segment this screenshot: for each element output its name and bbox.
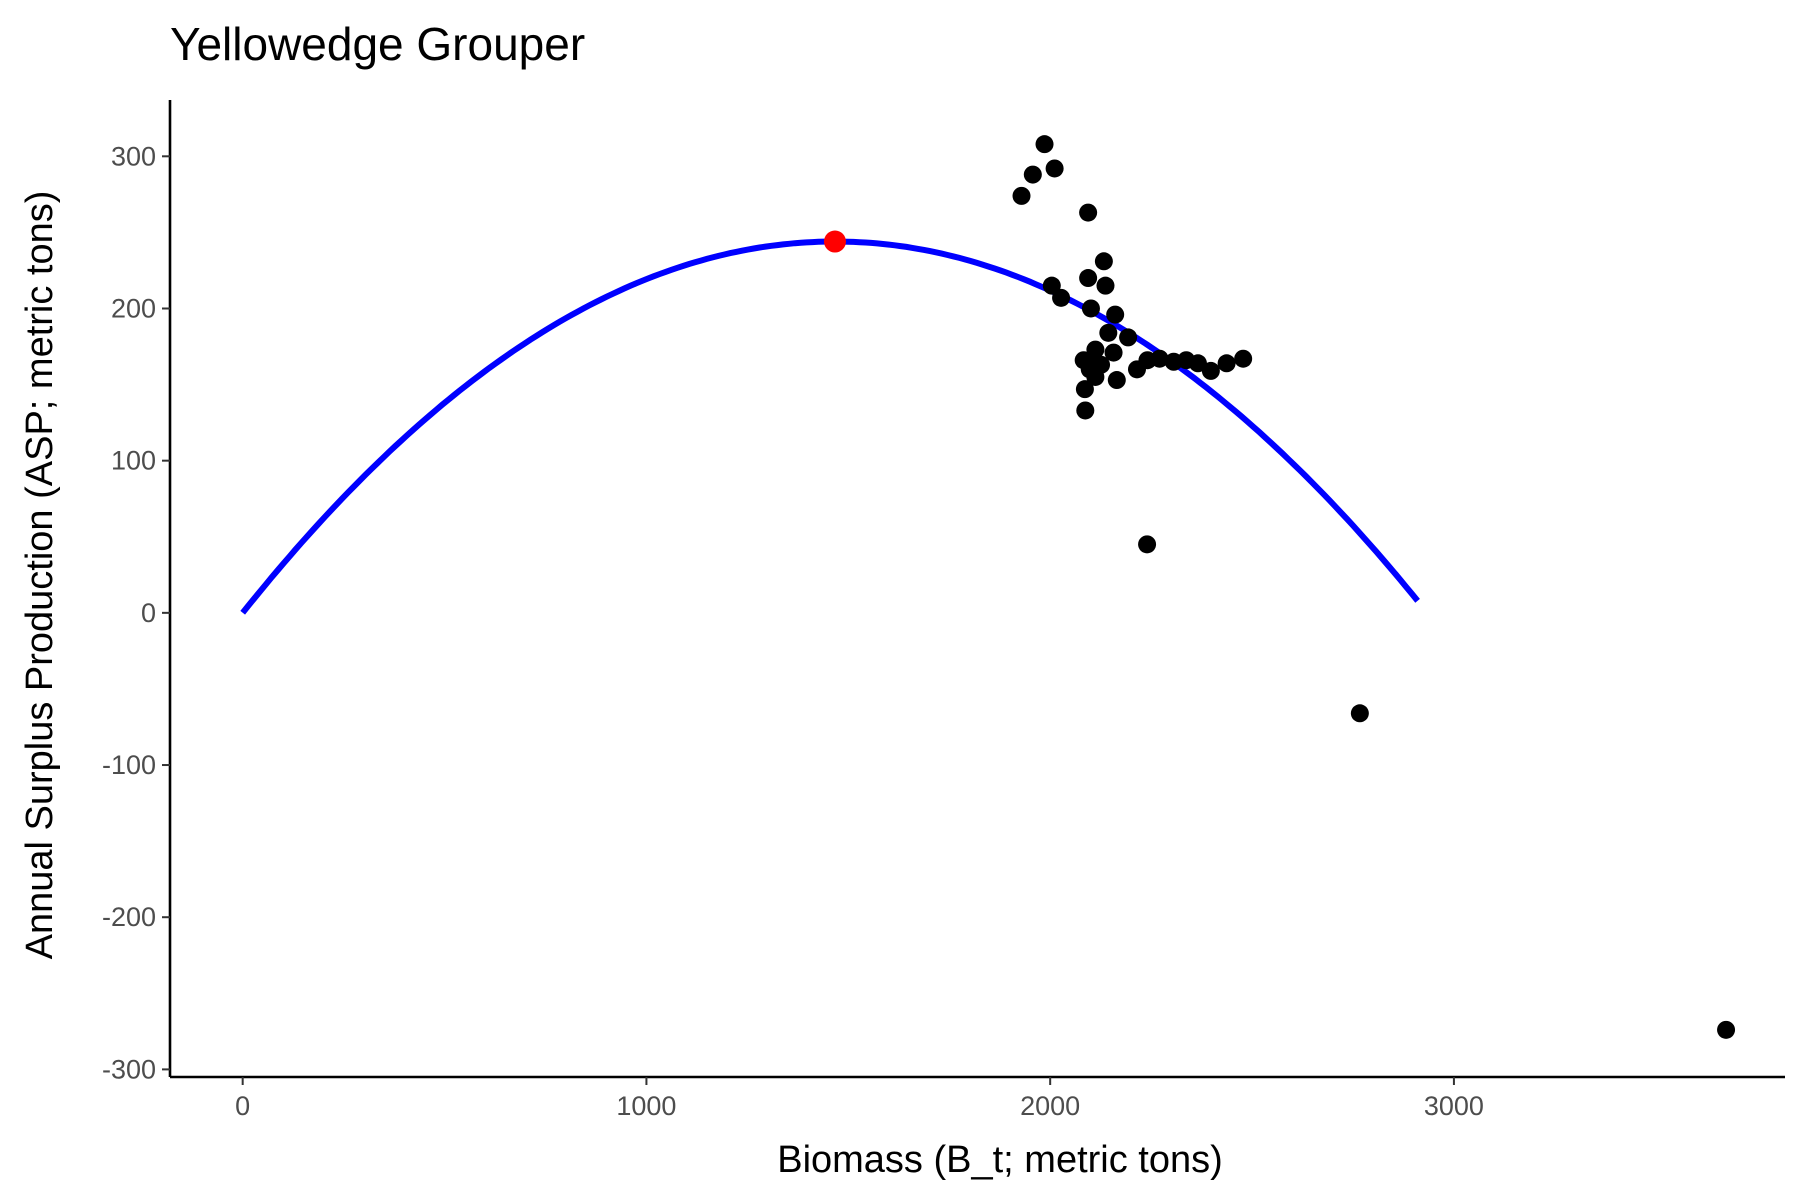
y-tick-label: -300 <box>102 1054 156 1084</box>
data-point <box>1076 401 1095 420</box>
data-point <box>1012 186 1031 205</box>
y-tick-label: -200 <box>102 902 156 932</box>
y-tick-label: 200 <box>111 293 156 323</box>
x-tick-label: 3000 <box>1424 1091 1484 1121</box>
data-point <box>1081 299 1100 318</box>
data-point <box>1079 269 1098 288</box>
data-point <box>1138 535 1157 554</box>
y-tick-label: 100 <box>111 446 156 476</box>
data-point <box>1023 165 1042 184</box>
data-point <box>1086 367 1105 386</box>
chart-marks <box>240 135 1736 1039</box>
data-point <box>1099 323 1118 342</box>
y-tick-label: -100 <box>102 750 156 780</box>
data-point <box>1094 252 1113 271</box>
data-point <box>1150 349 1169 368</box>
msy-point <box>823 230 846 253</box>
data-point <box>1119 328 1138 347</box>
x-axis-title: Biomass (B_t; metric tons) <box>777 1139 1223 1181</box>
data-point <box>1045 159 1064 178</box>
fitted-curve <box>240 238 1420 615</box>
data-point <box>1079 203 1098 222</box>
y-tick-label: 300 <box>111 141 156 171</box>
data-point <box>1217 354 1236 373</box>
data-point <box>1104 343 1123 362</box>
x-tick-label: 1000 <box>616 1091 676 1121</box>
data-point <box>1106 305 1125 324</box>
data-point <box>1096 276 1115 295</box>
data-point <box>1035 135 1054 154</box>
x-tick-label: 0 <box>235 1091 250 1121</box>
y-axis-title: Annual Surplus Production (ASP; metric t… <box>19 191 61 960</box>
data-point <box>1042 276 1061 295</box>
data-point <box>1234 349 1253 368</box>
data-point <box>1350 704 1369 723</box>
chart-axes: 0 1000 2000 3000 -300 -200 -100 0 100 200 300 <box>102 100 1785 1121</box>
x-tick-label: 2000 <box>1020 1091 1080 1121</box>
data-point <box>1201 361 1220 380</box>
y-tick-label: 0 <box>141 598 156 628</box>
chart-title: Yellowedge Grouper <box>170 18 585 70</box>
data-point <box>1107 371 1126 390</box>
data-point <box>1052 288 1071 307</box>
data-point <box>1075 380 1094 399</box>
data-point <box>1717 1020 1736 1039</box>
